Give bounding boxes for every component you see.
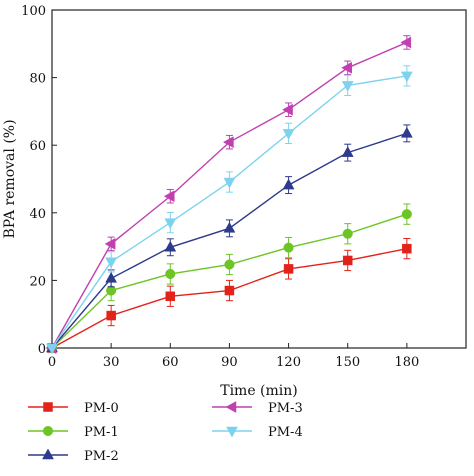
y-tick-label: 40 <box>29 207 46 222</box>
series-pm-3 <box>45 35 412 354</box>
legend-marker <box>42 448 54 460</box>
data-point <box>105 271 118 283</box>
data-point <box>400 126 413 138</box>
x-tick-label: 0 <box>48 355 56 370</box>
x-axis-title: Time (min) <box>220 383 298 399</box>
x-tick-label: 30 <box>103 355 120 370</box>
series-line <box>51 75 407 349</box>
x-tick-label: 150 <box>335 355 360 370</box>
data-point <box>46 343 58 355</box>
y-axis-title: BPA removal (%) <box>2 119 18 238</box>
series-line <box>51 41 408 349</box>
y-tick-label: 60 <box>29 139 46 154</box>
series-line <box>51 132 408 349</box>
legend-marker <box>43 402 53 412</box>
legend-entry-pm-2: PM-2 <box>28 448 119 464</box>
legend-marker <box>225 401 237 413</box>
series-layer <box>45 35 413 355</box>
legend-marker <box>226 426 238 438</box>
legend-entry-pm-1: PM-1 <box>28 425 119 440</box>
data-point <box>165 291 176 302</box>
legend-label: PM-0 <box>84 401 119 416</box>
data-point <box>165 268 176 280</box>
x-tick-label: 90 <box>221 355 238 370</box>
legend-label: PM-2 <box>84 449 119 464</box>
data-point <box>402 243 412 254</box>
data-point <box>104 237 116 250</box>
data-point <box>163 190 175 203</box>
legend-entry-pm-0: PM-0 <box>28 401 119 416</box>
data-point <box>341 81 354 92</box>
y-tick-label: 0 <box>38 342 46 357</box>
plot-frame <box>51 9 467 349</box>
data-point <box>224 285 235 296</box>
data-point <box>341 146 354 157</box>
data-point <box>283 242 294 253</box>
x-tick-label: 60 <box>162 355 179 370</box>
legend-label: PM-4 <box>268 425 303 440</box>
y-tick-label: 20 <box>29 274 46 289</box>
data-point <box>105 257 118 269</box>
axis-ticks: 0 30 60 90 120 150 180 0 20 40 60 80 100 <box>21 4 419 370</box>
legend-marker <box>42 425 54 437</box>
data-point <box>342 228 353 239</box>
data-point <box>224 259 235 270</box>
data-point <box>222 136 234 149</box>
series-pm-4 <box>46 65 413 355</box>
legend-label: PM-3 <box>268 401 303 416</box>
y-tick-label: 100 <box>21 4 46 19</box>
data-point <box>106 310 116 321</box>
legend-entry-pm-3: PM-3 <box>212 401 303 416</box>
data-point <box>400 71 413 83</box>
data-point <box>223 221 236 233</box>
data-point <box>400 36 412 49</box>
data-point <box>341 61 352 74</box>
legend-entry-pm-4: PM-4 <box>212 425 303 440</box>
data-point <box>401 209 412 220</box>
x-tick-label: 120 <box>276 355 301 370</box>
series-pm-2 <box>46 124 413 353</box>
legend: PM-0 PM-1 PM-2 PM-3 PM-4 <box>28 401 303 464</box>
legend-label: PM-1 <box>84 425 119 440</box>
data-point <box>282 129 295 140</box>
data-point <box>283 264 294 274</box>
data-point <box>342 255 353 266</box>
data-point <box>164 218 177 230</box>
data-point <box>282 178 295 190</box>
data-point <box>223 177 236 189</box>
y-tick-label: 80 <box>29 72 46 87</box>
data-point <box>164 240 177 252</box>
x-tick-label: 180 <box>394 355 419 370</box>
data-point <box>282 103 293 116</box>
